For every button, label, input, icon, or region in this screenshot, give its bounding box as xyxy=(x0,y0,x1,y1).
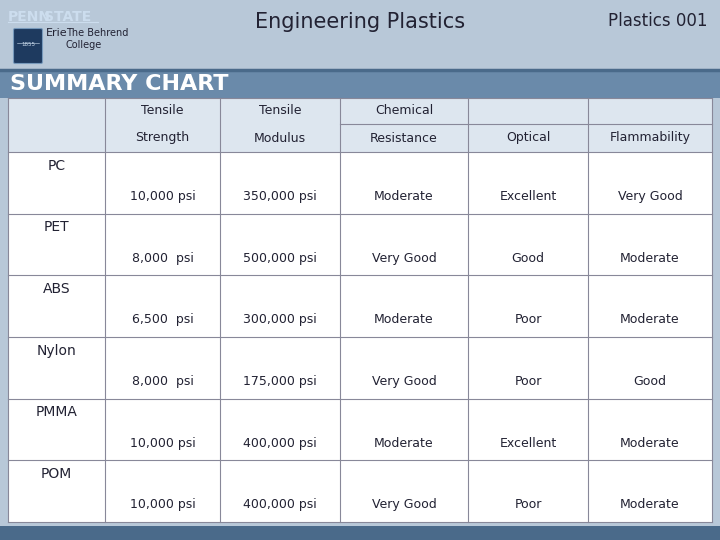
Text: Chemical: Chemical xyxy=(375,105,433,118)
Text: Very Good: Very Good xyxy=(372,375,436,388)
Text: PENN: PENN xyxy=(8,10,51,24)
FancyBboxPatch shape xyxy=(0,70,720,98)
Text: The Behrend: The Behrend xyxy=(66,28,128,38)
Text: Very Good: Very Good xyxy=(618,190,683,203)
FancyBboxPatch shape xyxy=(0,526,720,540)
Text: Strength: Strength xyxy=(135,132,189,145)
Text: Moderate: Moderate xyxy=(374,436,434,450)
Text: 500,000 psi: 500,000 psi xyxy=(243,252,317,265)
Text: Tensile: Tensile xyxy=(141,105,184,118)
Text: Very Good: Very Good xyxy=(372,498,436,511)
Text: Moderate: Moderate xyxy=(374,313,434,326)
FancyBboxPatch shape xyxy=(8,98,712,124)
FancyBboxPatch shape xyxy=(8,98,712,522)
Text: 10,000 psi: 10,000 psi xyxy=(130,436,195,450)
Text: ABS: ABS xyxy=(42,282,71,296)
FancyBboxPatch shape xyxy=(14,29,42,64)
Text: Poor: Poor xyxy=(514,375,541,388)
Text: 400,000 psi: 400,000 psi xyxy=(243,436,317,450)
Text: Poor: Poor xyxy=(514,498,541,511)
Text: 400,000 psi: 400,000 psi xyxy=(243,498,317,511)
Text: Moderate: Moderate xyxy=(620,498,680,511)
Text: Resistance: Resistance xyxy=(370,132,438,145)
FancyBboxPatch shape xyxy=(8,124,712,152)
Text: Moderate: Moderate xyxy=(620,313,680,326)
Text: Poor: Poor xyxy=(514,313,541,326)
Text: Modulus: Modulus xyxy=(254,132,306,145)
Text: Moderate: Moderate xyxy=(620,252,680,265)
Text: 6,500  psi: 6,500 psi xyxy=(132,313,194,326)
Text: Very Good: Very Good xyxy=(372,252,436,265)
Text: 8,000  psi: 8,000 psi xyxy=(132,252,194,265)
Text: 8,000  psi: 8,000 psi xyxy=(132,375,194,388)
Text: Excellent: Excellent xyxy=(500,436,557,450)
Text: Erie: Erie xyxy=(46,28,68,38)
Text: Flammability: Flammability xyxy=(610,132,690,145)
Text: SUMMARY CHART: SUMMARY CHART xyxy=(10,74,228,94)
Text: Excellent: Excellent xyxy=(500,190,557,203)
Text: PET: PET xyxy=(44,220,69,234)
Text: 10,000 psi: 10,000 psi xyxy=(130,498,195,511)
Text: Optical: Optical xyxy=(506,132,550,145)
Text: Good: Good xyxy=(511,252,544,265)
Text: STATE: STATE xyxy=(44,10,91,24)
Text: Good: Good xyxy=(634,375,667,388)
Text: Plastics 001: Plastics 001 xyxy=(608,12,708,30)
Text: POM: POM xyxy=(41,467,72,481)
Text: Engineering Plastics: Engineering Plastics xyxy=(255,12,465,32)
Text: 175,000 psi: 175,000 psi xyxy=(243,375,317,388)
Text: 350,000 psi: 350,000 psi xyxy=(243,190,317,203)
Text: PMMA: PMMA xyxy=(35,405,78,419)
Text: Moderate: Moderate xyxy=(374,190,434,203)
Text: Moderate: Moderate xyxy=(620,436,680,450)
Text: Tensile: Tensile xyxy=(258,105,301,118)
Text: 1855: 1855 xyxy=(21,42,35,47)
Text: 10,000 psi: 10,000 psi xyxy=(130,190,195,203)
Text: 300,000 psi: 300,000 psi xyxy=(243,313,317,326)
Text: PC: PC xyxy=(48,159,66,173)
Text: College: College xyxy=(66,40,102,50)
Text: Nylon: Nylon xyxy=(37,343,76,357)
